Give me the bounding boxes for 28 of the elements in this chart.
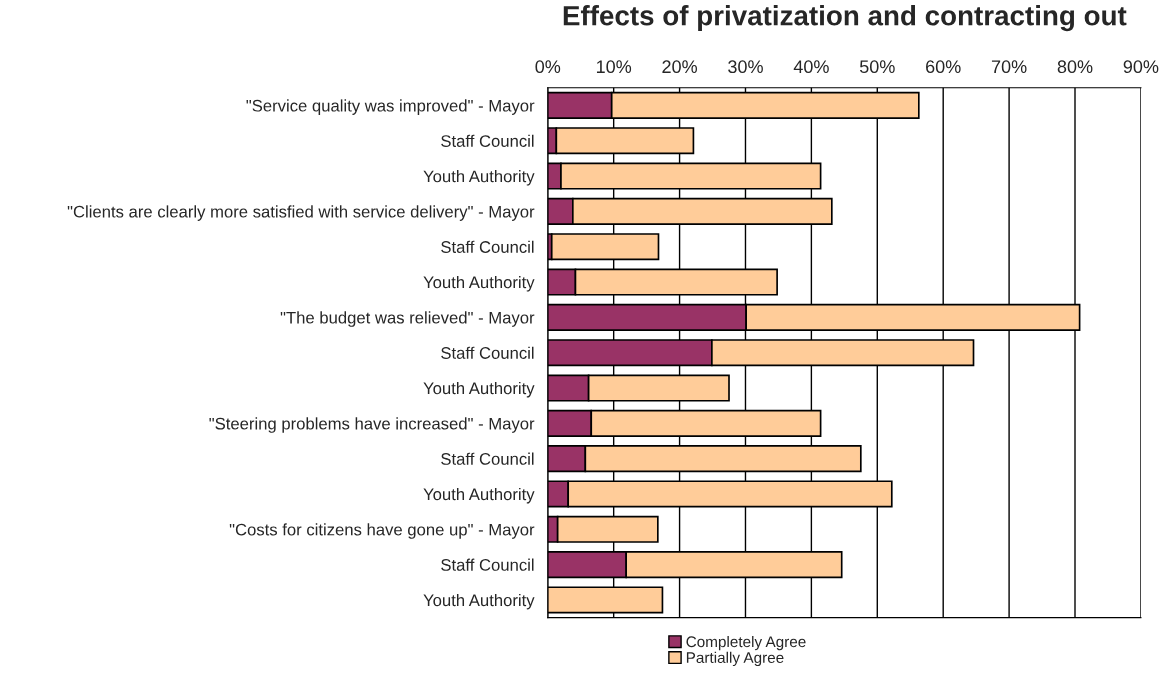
x-tick-label: 10% [596,60,632,74]
y-tick-label: "Clients are clearly more satisfied with service delivery" - Mayor [67,205,535,221]
chart-title: Effects of privatization and contracting out [563,5,1127,32]
x-tick-label: 20% [662,60,698,74]
y-tick-label: Youth Authority [423,593,535,610]
x-tick-label: 0% [535,60,561,74]
y-tick-label: Staff Council [441,240,534,253]
x-tick-label: 80% [1057,60,1093,74]
x-tick-label: 90% [1123,60,1159,74]
y-tick-label: Youth Authority [423,381,535,398]
y-tick-label: Youth Authority [423,487,535,504]
x-tick-label: 50% [859,60,895,74]
y-tick-label: "Service quality was improved" - Mayor [246,99,535,115]
x-tick-label: 70% [991,60,1027,74]
y-tick-label: Staff Council [441,346,534,359]
y-tick-label: Youth Authority [423,170,535,186]
x-tick-label: 60% [926,60,961,74]
y-tick-label: "Costs for citizens have gone up" - Mayor [229,523,535,539]
y-tick-label: Staff Council [441,452,534,465]
y-tick-label: Staff Council [441,558,534,571]
x-tick-label: 40% [793,60,829,74]
legend-label: Completely Agree [686,635,806,651]
legend-label: Partially Agree [686,651,784,667]
y-tick-label: "Steering problems have increased" - Mayor [209,417,535,433]
y-tick-label: "The budget was relieved" - Mayor [280,311,535,327]
y-tick-label: Staff Council [441,134,534,147]
y-tick-label: Youth Authority [423,276,535,292]
x-tick-label: 30% [728,60,763,74]
